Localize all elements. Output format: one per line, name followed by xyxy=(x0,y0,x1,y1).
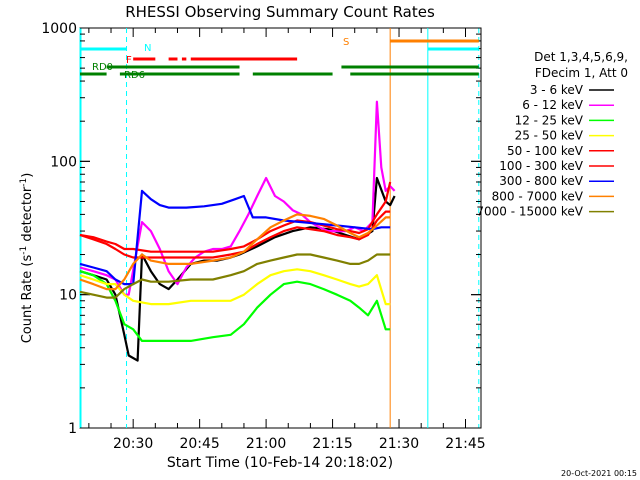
series-line-0 xyxy=(79,176,396,362)
ylabel-end: ) xyxy=(20,173,35,178)
legend-label-7: 800 - 7000 keV xyxy=(492,189,584,203)
flag-label-n: N xyxy=(144,43,151,54)
ylabel-mid: detector xyxy=(20,186,35,246)
x-tick-label-2: 21:00 xyxy=(246,436,286,452)
legend-label-0: 3 - 6 keV xyxy=(530,83,584,97)
x-tick-label-5: 21:45 xyxy=(445,436,485,452)
y-axis-label: Count Rate (s-1 detector-1) xyxy=(19,173,35,344)
ylabel-sup1: -1 xyxy=(19,246,29,255)
chart-title: RHESSI Observing Summary Count Rates xyxy=(125,3,435,21)
x-tick-label-3: 21:15 xyxy=(312,436,352,452)
flag-label-f: F xyxy=(126,55,132,66)
legend-label-5: 100 - 300 keV xyxy=(499,159,583,173)
series-line-2 xyxy=(79,270,391,342)
y-tick-label-2: 100 xyxy=(50,154,77,170)
series-line-4 xyxy=(79,210,391,259)
legend-label-3: 25 - 50 keV xyxy=(515,129,584,143)
series-line-8 xyxy=(79,253,391,299)
legend-label-8: 7000 - 15000 keV xyxy=(476,205,583,219)
legend-label-2: 12 - 25 keV xyxy=(515,113,584,127)
y-tick-label-0: 1 xyxy=(68,421,77,437)
legend-label-6: 300 - 800 keV xyxy=(499,174,583,188)
y-tick-label-1: 10 xyxy=(59,288,77,304)
flag-label-s: S xyxy=(343,37,349,48)
legend-label-1: 6 - 12 keV xyxy=(522,98,584,112)
flag-label-rd0: RD0 xyxy=(92,62,113,73)
y-tick-label-3: 1000 xyxy=(41,21,77,37)
series-line-3 xyxy=(79,268,391,306)
series-line-7 xyxy=(79,213,391,291)
footer-timestamp: 20-Oct-2021 00:15 xyxy=(561,469,637,478)
legend-header-1: Det 1,3,4,5,6,9, xyxy=(534,50,628,64)
legend-header-2: FDecim 1, Att 0 xyxy=(535,66,628,80)
x-tick-label-4: 21:30 xyxy=(379,436,419,452)
x-axis-label: Start Time (10-Feb-14 20:18:02) xyxy=(167,455,393,471)
legend: Det 1,3,4,5,6,9, FDecim 1, Att 0 3 - 6 k… xyxy=(476,50,628,219)
plot-area: 20:30 20:45 21:00 21:15 21:30 21:45 1 10 100 1000… xyxy=(41,21,485,452)
ylabel-text: Count Rate (s xyxy=(20,255,35,344)
series-line-1 xyxy=(79,100,396,296)
flag-label-rd6: RD6 xyxy=(124,70,145,81)
svg-text:Count Rate (s-1 detector-1): Count Rate (s-1 detector-1) xyxy=(19,173,35,344)
legend-label-4: 50 - 100 keV xyxy=(507,144,584,158)
x-tick-label-1: 20:45 xyxy=(179,436,219,452)
ylabel-sup2: -1 xyxy=(19,178,29,187)
x-tick-label-0: 20:30 xyxy=(113,436,153,452)
